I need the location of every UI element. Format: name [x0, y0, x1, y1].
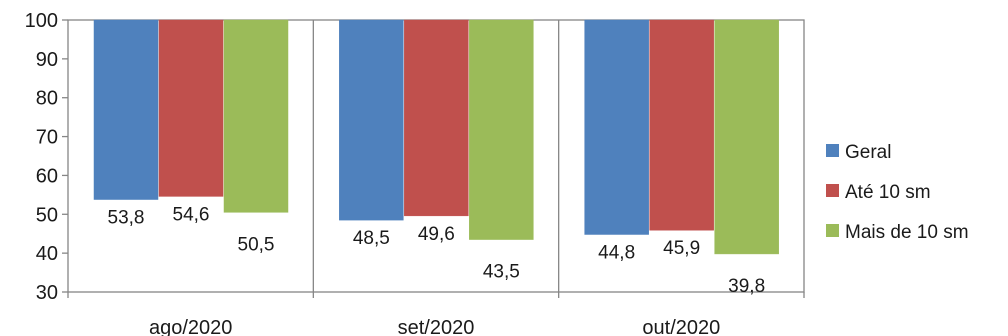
y-tick-label: 50: [36, 204, 58, 226]
y-tick-label: 40: [36, 243, 58, 265]
data-label: 43,5: [483, 262, 520, 283]
legend: Geral Até 10 sm Mais de 10 sm: [826, 142, 969, 243]
legend-swatch: [826, 184, 839, 197]
data-label: 49,6: [418, 224, 455, 245]
y-tick-label: 30: [36, 282, 58, 304]
x-axis: ago/2020 set/2020 out/2020: [67, 20, 805, 336]
legend-swatch: [826, 144, 839, 157]
legend-label: Até 10 sm: [845, 182, 931, 203]
x-tick-label: set/2020: [398, 317, 475, 336]
y-tick-label: 70: [36, 127, 58, 149]
data-label: 45,9: [663, 238, 700, 259]
legend-swatch: [826, 224, 839, 237]
x-tick-label: ago/2020: [149, 317, 232, 336]
legend-label: Mais de 10 sm: [845, 222, 969, 243]
data-label: 48,5: [353, 228, 390, 249]
y-tick-label: 60: [36, 165, 58, 187]
bar: [158, 19, 224, 197]
data-label: 50,5: [238, 234, 275, 255]
bar: [469, 19, 534, 240]
bar: [93, 19, 159, 200]
bar: [584, 19, 649, 235]
legend-label: Geral: [845, 142, 891, 163]
bar: [339, 19, 404, 221]
data-label: 54,6: [173, 204, 210, 225]
x-tick-label: out/2020: [642, 317, 720, 336]
bar: [714, 19, 779, 255]
bar: [223, 19, 289, 213]
bars: [93, 19, 779, 255]
data-labels: 53,8 54,6 50,5 48,5 49,6 43,5 44,8 45,9 39,8: [108, 204, 766, 297]
data-label: 39,8: [728, 276, 765, 297]
data-label: 44,8: [598, 242, 635, 263]
bar: [404, 19, 469, 217]
data-label: 53,8: [108, 208, 145, 229]
y-tick-label: 100: [25, 10, 58, 32]
bar: [649, 19, 714, 231]
y-tick-label: 80: [36, 88, 58, 110]
y-tick-label: 90: [36, 49, 58, 71]
y-axis: 30 40 50 60 70 80 90 100: [25, 10, 68, 304]
